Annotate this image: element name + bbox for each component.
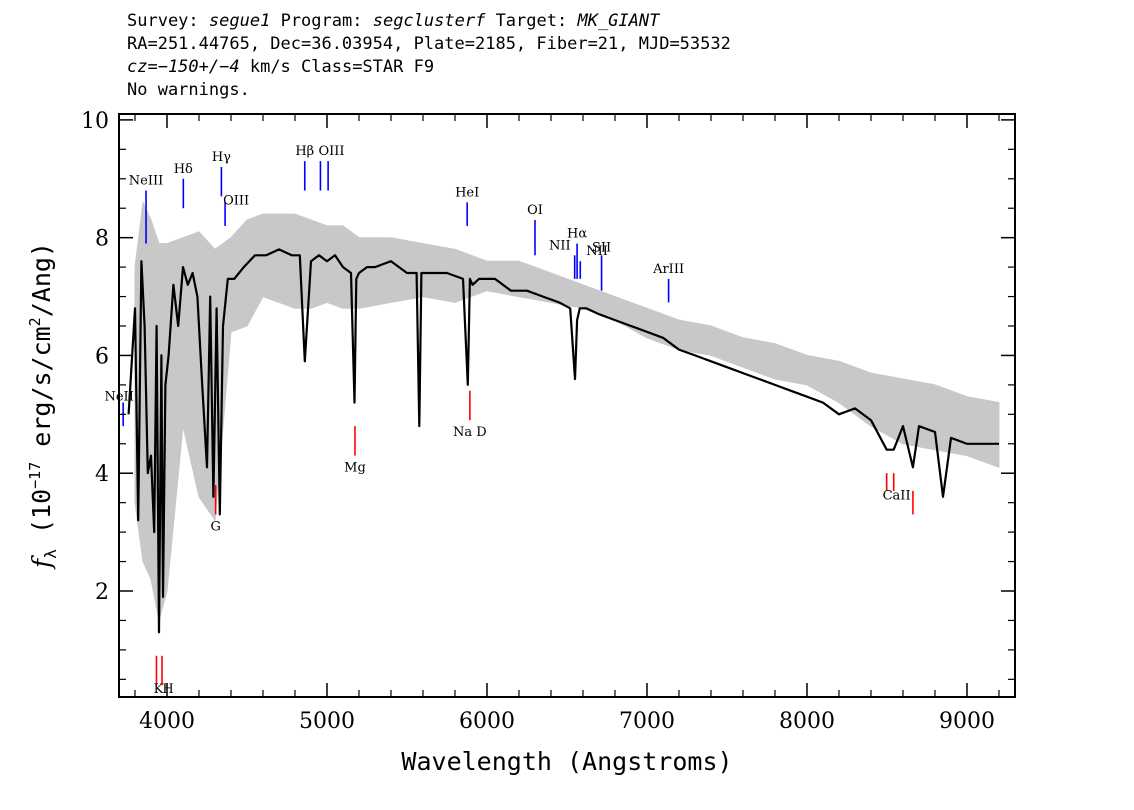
spectral-line-label: Hα [567,227,587,242]
redshift-value: cz=−150+/−4 [127,57,240,77]
survey-label: Survey: [127,11,199,31]
spectral-line-label: Hβ [295,144,314,159]
plot-frame [118,113,1016,698]
x-tick-label: 7000 [619,709,675,734]
spectrum-header: Survey: segue1 Program: segclusterf Targ… [127,10,731,102]
axis-ticks: 4000 5000 6000 7000 8000 9000 2 4 6 8 10 [81,109,1015,734]
spectral-line-label: ArIII [652,262,684,277]
y-axis-title: fλ (10−17 erg/s/cm2/Ang) [26,242,60,570]
y-axis-title-units: erg/s/cm [27,326,56,461]
warnings-text: No warnings. [127,80,250,100]
y-axis-title-tail: /Ang) [27,242,56,317]
class-value: km/s Class=STAR F9 [249,57,435,77]
header-line-1: Survey: segue1 Program: segclusterf Targ… [127,10,731,33]
y-axis-title-symbol: f [27,555,56,570]
y-axis-title-exp2: 2 [26,317,44,326]
y-tick-label: 10 [81,109,109,134]
target-value: MK_GIANT [577,11,660,31]
header-line-3: cz=−150+/−4 km/s Class=STAR F9 [127,56,731,79]
y-tick-label: 4 [95,462,109,487]
spectral-line-label: CaII [883,489,911,504]
spectral-line-label: OIII [318,144,344,159]
program-label: Program: [280,11,363,31]
header-line-2: RA=251.44765, Dec=36.03954, Plate=2185, … [127,34,731,54]
target-label: Target: [495,11,568,31]
flux-layer [127,248,999,634]
spectral-line-label: NII [586,244,608,259]
y-tick-label: 8 [95,227,109,252]
spectral-line-label: Mg [344,461,366,476]
x-tick-label: 6000 [459,709,515,734]
spectral-line-label: NII [549,238,571,253]
x-tick-label: 4000 [139,709,195,734]
spectral-line-label: Hδ [174,162,193,177]
x-tick-label: 8000 [779,709,835,734]
error-band-layer [134,200,1000,621]
flux-line [127,248,999,634]
spectral-line-label: OI [527,203,543,218]
program-value: segclusterf [372,11,486,31]
spectral-line-label: HeI [455,185,479,200]
y-axis-title-part1: (10 [27,489,56,549]
spectral-line-label: Na D [453,425,487,440]
spectral-line-label: Hγ [212,150,231,165]
y-tick-label: 6 [95,344,109,369]
spectral-line-label: OIII [223,193,249,208]
y-axis-title-exp: −17 [26,462,44,489]
spectral-line-label: K [154,682,164,697]
spectral-line-label: NeIII [129,174,163,189]
spectral-line-label: G [210,519,220,534]
x-axis-title: Wavelength (Angstroms) [401,747,732,776]
y-tick-label: 2 [95,580,109,605]
spectral-line-label: SII [592,240,611,255]
y-axis-title-sub: λ [41,549,60,559]
x-tick-label: 5000 [299,709,355,734]
spectral-line-label: H [162,682,173,697]
survey-value: segue1 [208,11,271,31]
x-tick-label: 9000 [939,709,995,734]
error-band [134,200,1000,621]
